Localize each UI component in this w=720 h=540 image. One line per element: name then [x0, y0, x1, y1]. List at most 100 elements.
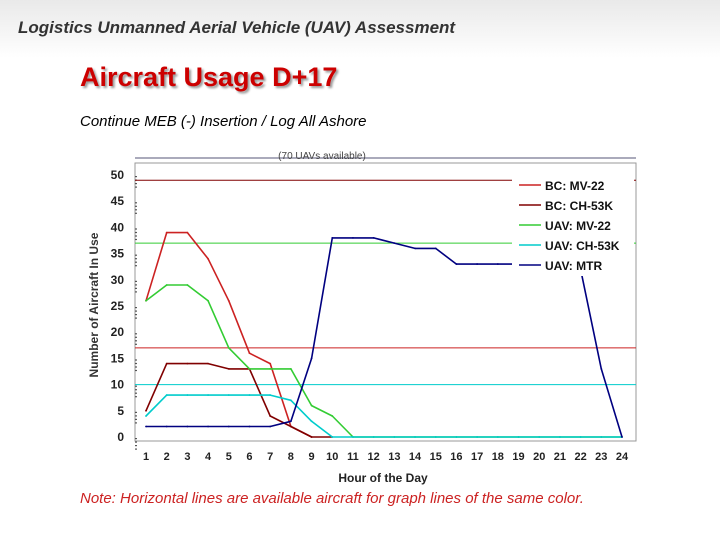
y-minor-tick: [135, 411, 137, 413]
y-minor-tick: [135, 261, 137, 263]
y-tick-label: 25: [111, 299, 125, 313]
data-point: [207, 257, 209, 260]
x-tick-label: 18: [492, 451, 504, 463]
legend: BC: MV-22 BC: CH-53K UAV: MV-22 UAV: CH-53K…: [512, 172, 634, 276]
legend-label: UAV: CH-53K: [545, 239, 620, 253]
data-point: [227, 425, 230, 428]
x-tick-label: 19: [512, 451, 524, 463]
data-point: [372, 236, 375, 239]
x-tick-label: 13: [388, 451, 400, 463]
y-minor-tick: [135, 310, 137, 312]
data-point: [227, 299, 230, 302]
x-tick-label: 3: [184, 451, 190, 463]
data-point: [207, 362, 209, 365]
y-minor-tick: [135, 284, 137, 286]
data-point: [165, 362, 168, 365]
data-point: [227, 347, 230, 349]
y-tick-label: 45: [111, 194, 125, 208]
data-point: [269, 415, 272, 417]
y-minor-tick: [135, 445, 137, 447]
series-lines: [145, 231, 623, 438]
data-point: [145, 415, 147, 417]
data-point: [517, 436, 520, 438]
y-minor-tick: [135, 202, 137, 204]
y-tick-label: 50: [111, 168, 125, 182]
y-minor-tick: [135, 235, 137, 237]
data-point: [289, 399, 292, 402]
data-point: [145, 299, 147, 302]
x-axis-label: Hour of the Day: [338, 471, 428, 485]
x-tick-label: 6: [246, 451, 252, 463]
x-tick-label: 21: [554, 451, 566, 463]
y-minor-tick: [135, 366, 137, 368]
y-tick-label: 15: [111, 351, 125, 365]
data-point: [165, 284, 168, 286]
series-line: [145, 362, 333, 438]
data-point: [269, 425, 272, 428]
data-point: [559, 436, 561, 438]
data-point: [165, 231, 168, 234]
data-point: [165, 425, 168, 428]
data-point: [476, 436, 479, 438]
x-tick-label: 9: [309, 451, 315, 463]
data-point: [310, 357, 313, 360]
y-minor-tick: [135, 291, 137, 293]
y-minor-tick: [135, 396, 137, 398]
legend-label: BC: MV-22: [545, 179, 605, 193]
data-point: [621, 436, 623, 438]
data-point: [269, 367, 272, 370]
data-point: [145, 409, 147, 412]
data-point: [186, 425, 189, 428]
x-tick-label: 12: [368, 451, 380, 463]
y-axis: 0 5 10 15 20 25 30 35 40 45 50: [111, 168, 137, 450]
data-point: [310, 436, 313, 438]
y-minor-tick: [135, 389, 137, 391]
data-point: [496, 436, 499, 438]
x-tick-label: 7: [267, 451, 273, 463]
y-minor-tick: [135, 441, 137, 443]
y-tick-label: 5: [117, 404, 124, 418]
y-minor-tick: [135, 265, 137, 267]
y-minor-tick: [135, 362, 137, 365]
data-point: [269, 362, 272, 365]
data-point: [186, 394, 189, 396]
data-point: [207, 425, 209, 428]
y-minor-tick: [135, 415, 137, 417]
legend-label: UAV: MV-22: [545, 219, 611, 233]
data-point: [414, 436, 416, 438]
data-point: [434, 436, 437, 438]
x-tick-label: 16: [450, 451, 462, 463]
x-tick-label: 11: [347, 451, 359, 463]
data-point: [248, 425, 251, 428]
data-point: [331, 415, 334, 417]
y-minor-tick: [135, 212, 137, 214]
legend-label: UAV: MTR: [545, 259, 602, 273]
y-minor-tick: [135, 422, 137, 424]
x-tick-label: 24: [616, 451, 629, 463]
y-minor-tick: [135, 231, 137, 234]
data-point: [434, 247, 437, 250]
y-minor-tick: [135, 183, 137, 185]
y-minor-tick: [135, 369, 137, 372]
x-axis: 1 2 3 4 5 6 7 8 9 10 11 12 13 14 15 16 17 18 19 20 21 22 23 24: [143, 451, 629, 463]
y-tick-label: 20: [111, 325, 125, 339]
data-point: [186, 284, 189, 286]
data-point: [538, 436, 541, 438]
footnote: Note: Horizontal lines are available air…: [80, 490, 584, 507]
x-tick-label: 4: [205, 451, 212, 463]
y-minor-tick: [135, 314, 137, 316]
data-point: [186, 231, 189, 234]
series-group: [145, 394, 623, 438]
y-minor-tick: [135, 209, 137, 211]
data-point: [165, 394, 168, 396]
y-minor-tick: [135, 238, 137, 241]
y-minor-tick: [135, 228, 137, 230]
header-band: [0, 0, 720, 58]
y-minor-tick: [135, 448, 137, 450]
y-tick-label: 35: [111, 247, 125, 261]
data-point: [579, 436, 582, 438]
y-tick-label: 0: [117, 430, 124, 444]
data-point: [207, 394, 209, 396]
legend-box: [512, 172, 634, 276]
